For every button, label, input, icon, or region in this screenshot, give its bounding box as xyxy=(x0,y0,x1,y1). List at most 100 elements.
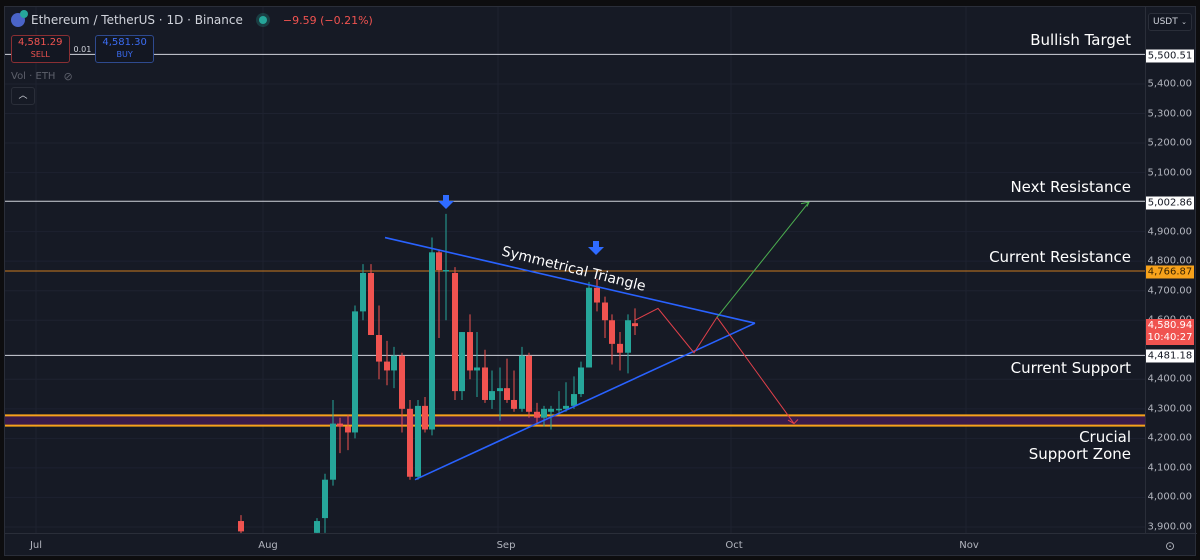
candle-body xyxy=(314,521,320,533)
chevron-down-icon: ⌄ xyxy=(1181,18,1187,26)
collapse-legend-button[interactable]: ︿ xyxy=(11,87,35,105)
currency-selector[interactable]: USDT ⌄ xyxy=(1148,13,1192,31)
candle-body xyxy=(474,367,480,371)
candle-body xyxy=(504,388,510,400)
time-axis-tick: Aug xyxy=(258,540,278,551)
chart-window: Symmetrical Triangle 5,400.00 5,300.00 5,2… xyxy=(4,6,1197,558)
volume-label[interactable]: Vol · ETH xyxy=(11,71,56,82)
price-change: −9.59 (−0.21%) xyxy=(282,13,373,27)
candle-body xyxy=(360,272,366,312)
triangle-upper-line xyxy=(384,236,756,324)
candle-body xyxy=(467,332,473,371)
candle-body xyxy=(489,391,495,400)
symbol-title[interactable]: Ethereum / TetherUS · 1D · Binance xyxy=(31,13,243,27)
support-zone-fill xyxy=(5,415,1145,426)
sell-button[interactable]: 4,581.29 SELL xyxy=(11,35,70,63)
market-status-icon[interactable] xyxy=(258,16,267,24)
candle-body xyxy=(571,394,577,406)
triangle-lower-line xyxy=(414,322,756,481)
price-axis-tick: 4,900.00 xyxy=(1147,226,1192,238)
price-axis-tick: 5,100.00 xyxy=(1147,167,1192,179)
candle-body xyxy=(415,405,421,477)
candle-body xyxy=(602,302,608,321)
candle-body xyxy=(563,405,569,409)
annotation-crucial-support: Crucial Support Zone xyxy=(1029,429,1131,463)
price-axis-tick: 5,400.00 xyxy=(1147,78,1192,90)
price-axis-tick: 4,300.00 xyxy=(1147,403,1192,415)
annotation-bullish-target: Bullish Target xyxy=(1030,31,1131,49)
buy-label: BUY xyxy=(116,50,133,59)
annotation-next-resistance: Next Resistance xyxy=(1010,178,1131,196)
candle-body xyxy=(534,411,540,418)
symbol-legend: Ethereum / TetherUS · 1D · Binance −9.59… xyxy=(11,10,373,27)
sell-price: 4,581.29 xyxy=(18,37,63,48)
candle-body xyxy=(625,320,631,353)
candle-body xyxy=(548,408,554,412)
price-axis-tick: 4,100.00 xyxy=(1147,462,1192,474)
axis-settings-icon[interactable]: ⊙ xyxy=(1165,539,1176,553)
sell-label: SELL xyxy=(30,50,50,59)
annotation-crucial-line1: Crucial xyxy=(1079,428,1131,446)
price-tag-current-support: 4,481.18 xyxy=(1146,349,1194,363)
price-axis-tick: 4,000.00 xyxy=(1147,491,1192,503)
candle-body xyxy=(617,343,623,353)
spread-value: 0.01 xyxy=(73,44,92,54)
candle-body xyxy=(436,252,442,271)
price-chart-canvas[interactable]: Symmetrical Triangle xyxy=(5,7,1145,533)
candle-body xyxy=(586,287,592,368)
candle-body xyxy=(368,272,374,336)
candle-body xyxy=(352,311,358,433)
down-arrow-marker-icon xyxy=(588,241,604,255)
candle-body xyxy=(497,388,503,392)
candle-body xyxy=(322,479,328,519)
candle-body xyxy=(452,272,458,392)
candle-body xyxy=(511,399,517,409)
candle-body xyxy=(429,252,435,430)
down-arrow-marker-icon xyxy=(438,195,454,209)
bar-countdown: 10:40:27 xyxy=(1147,332,1193,343)
candle-body xyxy=(384,361,390,371)
candle-body xyxy=(526,355,532,412)
time-axis[interactable]: ⊙ Jul Aug Sep Oct Nov xyxy=(5,533,1197,558)
candle-body xyxy=(345,426,351,433)
volume-legend: Vol · ETH ⊘ xyxy=(11,70,73,83)
candle-body xyxy=(422,405,428,430)
ethereum-logo-icon xyxy=(11,10,28,27)
price-axis-tick: 4,800.00 xyxy=(1147,255,1192,267)
price-axis-tick: 5,300.00 xyxy=(1147,108,1192,120)
time-axis-tick: Jul xyxy=(29,540,43,551)
candle-body xyxy=(594,287,600,303)
price-tag-current-resistance: 4,766.87 xyxy=(1146,265,1194,279)
price-axis-tick: 4,400.00 xyxy=(1147,373,1192,385)
bearish-arrowhead xyxy=(787,419,799,425)
candle-body xyxy=(443,270,449,272)
trade-buttons: 4,581.29 SELL 0.01 4,581.30 BUY xyxy=(11,35,154,63)
candle-body xyxy=(541,408,547,418)
candle-body xyxy=(238,521,244,532)
candle-body xyxy=(519,355,525,409)
price-axis-tick: 4,200.00 xyxy=(1147,432,1192,444)
candle-body xyxy=(609,320,615,344)
buy-button[interactable]: 4,581.30 BUY xyxy=(95,35,154,63)
candle-body xyxy=(330,423,336,480)
price-axis-tick: 4,700.00 xyxy=(1147,285,1192,297)
annotation-current-resistance: Current Resistance xyxy=(989,248,1131,266)
annotation-crucial-line2: Support Zone xyxy=(1028,445,1131,463)
bullish-projection-path xyxy=(716,201,810,318)
price-axis-tick: 5,200.00 xyxy=(1147,137,1192,149)
candle-body xyxy=(337,423,343,427)
price-tag-last-price: 4,580.94 10:40:27 xyxy=(1146,319,1194,345)
price-tag-next-resistance: 5,002.86 xyxy=(1146,196,1194,210)
last-price-value: 4,580.94 xyxy=(1147,320,1193,331)
candle-body xyxy=(391,355,397,371)
candle-body xyxy=(632,323,638,327)
annotation-current-support: Current Support xyxy=(1010,359,1131,377)
price-axis-tick: 3,900.00 xyxy=(1147,521,1192,533)
time-axis-tick: Sep xyxy=(496,540,516,551)
visibility-hidden-icon[interactable]: ⊘ xyxy=(63,70,73,83)
candle-body xyxy=(482,367,488,400)
bullish-arrowhead xyxy=(800,201,810,207)
candle-body xyxy=(407,408,413,477)
bearish-projection-path xyxy=(634,307,795,424)
candle-body xyxy=(399,355,405,409)
